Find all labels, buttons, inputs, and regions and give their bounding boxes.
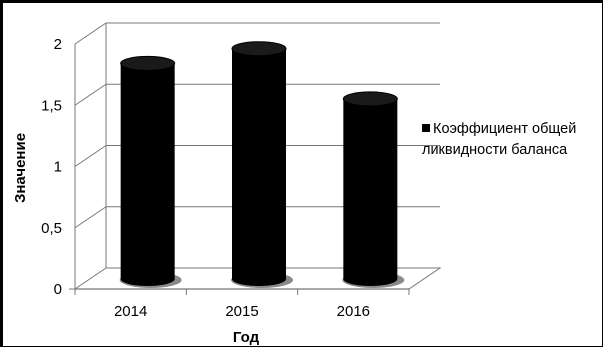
y-tick-label: 1,5 [41, 97, 62, 114]
chart-floor [69, 267, 442, 295]
y-tick-label: 2 [54, 36, 62, 53]
x-tick-label: 2016 [337, 303, 370, 320]
y-axis-title: Значение [12, 133, 29, 203]
chart-frame: 0 0,5 1 1,5 2 2014 2015 2016 Значение Год Коэф… [0, 0, 603, 347]
x-tick-labels: 2014 2015 2016 [114, 303, 370, 320]
gridline-diagonal [74, 145, 107, 167]
bar-2014 [119, 55, 182, 288]
bar-body [120, 63, 175, 287]
bar-top-cap [231, 41, 287, 57]
y-tick-label: 0,5 [41, 220, 62, 237]
x-tick-label: 2014 [114, 303, 147, 320]
x-axis-title: Год [233, 329, 260, 346]
legend-line-1: Коэффициент общей [433, 121, 576, 137]
gridline-diagonal [74, 83, 107, 106]
gridline-diagonal [74, 22, 107, 45]
legend: Коэффициент общей ликвидности баланса [422, 121, 576, 158]
chart: 0 0,5 1 1,5 2 2014 2015 2016 Значение Год Коэф… [12, 22, 576, 346]
bar-body [232, 48, 286, 287]
bar-top-cap [120, 55, 176, 71]
y-tick-label: 1 [54, 159, 62, 176]
y-tick-label: 0 [54, 281, 62, 298]
gridline-diagonal [74, 206, 107, 229]
legend-line-2: ликвидности баланса [422, 142, 568, 158]
bar-top-cap [342, 91, 398, 107]
chart-bars [119, 41, 405, 288]
bar-2015 [231, 41, 293, 288]
y-tick-labels: 0 0,5 1 1,5 2 [41, 36, 62, 298]
legend-swatch [422, 124, 430, 132]
bar-2016 [342, 91, 405, 288]
x-tick-label: 2015 [225, 303, 258, 320]
bar-body [343, 98, 398, 286]
